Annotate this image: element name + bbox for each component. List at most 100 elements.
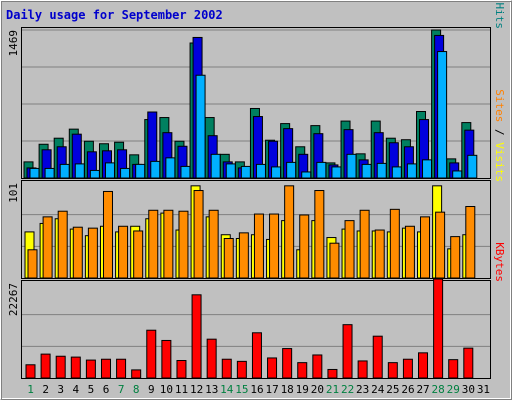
x-tick-label: 2 bbox=[42, 383, 49, 396]
bar-pages bbox=[225, 163, 236, 179]
x-tick-label: 4 bbox=[73, 383, 80, 396]
bar-sites bbox=[435, 211, 446, 279]
x-tick-label: 10 bbox=[160, 383, 173, 396]
chart-panels: 1469 Pages / Files / Hits 101 Sites / Visit… bbox=[7, 0, 506, 379]
x-tick-label: 28 bbox=[432, 383, 445, 396]
legend-visits-sites: Sites / Visits bbox=[493, 89, 506, 182]
bar-sites bbox=[148, 209, 159, 279]
series-sites bbox=[27, 185, 476, 279]
bar-kbytes bbox=[402, 358, 413, 379]
series-pages bbox=[29, 51, 478, 179]
panel-visits-sites: 101 Sites / Visits bbox=[7, 89, 506, 279]
bar-pages bbox=[286, 161, 297, 179]
bar-sites bbox=[359, 209, 370, 279]
panel-kbytes: 22267 KBytes bbox=[7, 242, 506, 379]
x-tick-label: 21 bbox=[326, 383, 339, 396]
bar-pages bbox=[391, 166, 402, 179]
x-tick-label: 31 bbox=[477, 383, 490, 396]
x-tick-label: 1 bbox=[27, 383, 34, 396]
bar-pages bbox=[195, 74, 206, 179]
bar-pages bbox=[165, 157, 176, 179]
bar-kbytes bbox=[418, 352, 429, 379]
bar-sites bbox=[57, 210, 68, 279]
legend-entry: KBytes bbox=[493, 242, 506, 282]
y-max-label: 101 bbox=[7, 183, 20, 203]
bar-pages bbox=[59, 163, 70, 179]
bar-sites bbox=[269, 213, 280, 279]
bar-kbytes bbox=[251, 332, 262, 379]
bar-kbytes bbox=[312, 354, 323, 379]
x-tick-label: 12 bbox=[190, 383, 203, 396]
bar-pages bbox=[255, 163, 266, 179]
x-tick-label: 15 bbox=[235, 383, 248, 396]
x-tick-label: 16 bbox=[250, 383, 263, 396]
y-max-label: 22267 bbox=[7, 283, 20, 316]
x-tick-label: 19 bbox=[296, 383, 309, 396]
x-tick-label: 23 bbox=[356, 383, 369, 396]
x-tick-label: 30 bbox=[462, 383, 475, 396]
panel-hits-files-pages: 1469 Pages / Files / Hits bbox=[7, 0, 506, 179]
bar-pages bbox=[331, 166, 342, 179]
bar-pages bbox=[376, 162, 387, 179]
bar-pages bbox=[316, 161, 327, 179]
bar-pages bbox=[29, 167, 40, 179]
legend-hits-files-pages: Pages / Files / Hits bbox=[493, 0, 506, 29]
bar-sites bbox=[223, 237, 234, 279]
bar-pages bbox=[135, 163, 146, 179]
bar-sites bbox=[314, 190, 325, 279]
bar-kbytes bbox=[206, 338, 217, 379]
bar-sites bbox=[329, 242, 340, 279]
bar-sites bbox=[374, 229, 385, 279]
bar-kbytes bbox=[282, 348, 293, 379]
bar-sites bbox=[72, 226, 83, 279]
x-tick-label: 24 bbox=[371, 383, 385, 396]
bar-kbytes bbox=[55, 355, 66, 379]
legend-entry: / bbox=[493, 0, 506, 3]
x-tick-label: 5 bbox=[88, 383, 95, 396]
bar-kbytes bbox=[40, 353, 51, 379]
bar-sites bbox=[27, 249, 38, 279]
bar-kbytes bbox=[70, 356, 81, 379]
bar-pages bbox=[44, 167, 55, 179]
x-tick-label: 3 bbox=[57, 383, 64, 396]
bar-pages bbox=[74, 163, 85, 179]
chart-title: Daily usage for September 2002 bbox=[6, 8, 223, 22]
bar-sites bbox=[133, 230, 144, 279]
bar-sites bbox=[118, 225, 129, 279]
bar-pages bbox=[150, 160, 161, 179]
x-tick-label: 8 bbox=[133, 383, 140, 396]
bar-kbytes bbox=[297, 362, 308, 379]
bar-pages bbox=[361, 163, 372, 179]
x-tick-label: 17 bbox=[265, 383, 278, 396]
x-tick-label: 11 bbox=[175, 383, 188, 396]
bar-sites bbox=[299, 214, 310, 279]
bar-pages bbox=[210, 153, 221, 179]
x-tick-label: 20 bbox=[311, 383, 324, 396]
bar-pages bbox=[301, 171, 312, 179]
bar-pages bbox=[437, 51, 448, 179]
x-tick-label: 26 bbox=[401, 383, 414, 396]
bar-kbytes bbox=[463, 347, 474, 379]
bar-kbytes bbox=[236, 360, 247, 379]
x-tick-label: 27 bbox=[416, 383, 429, 396]
bar-pages bbox=[240, 165, 251, 179]
bar-sites bbox=[178, 210, 189, 279]
bar-kbytes bbox=[146, 329, 157, 379]
y-max-label: 1469 bbox=[7, 30, 20, 57]
bar-kbytes bbox=[131, 369, 142, 379]
bar-kbytes bbox=[433, 278, 444, 379]
bar-pages bbox=[271, 166, 282, 179]
legend-entry: Sites bbox=[493, 89, 506, 122]
bar-pages bbox=[180, 165, 191, 179]
bar-pages bbox=[422, 159, 433, 179]
legend-kbytes: KBytes bbox=[493, 242, 506, 282]
bar-kbytes bbox=[85, 359, 96, 379]
bar-sites bbox=[102, 190, 113, 279]
legend-entry: Hits bbox=[493, 3, 506, 30]
x-tick-label: 7 bbox=[118, 383, 125, 396]
x-axis: 1 2 3 4 5 6 7 8 9 10 11 12 13 14 15 16 17 18 19 20 21 22 23 24 2… bbox=[27, 383, 490, 396]
bar-sites bbox=[163, 209, 174, 279]
bar-kbytes bbox=[100, 358, 111, 379]
bar-sites bbox=[450, 236, 461, 279]
